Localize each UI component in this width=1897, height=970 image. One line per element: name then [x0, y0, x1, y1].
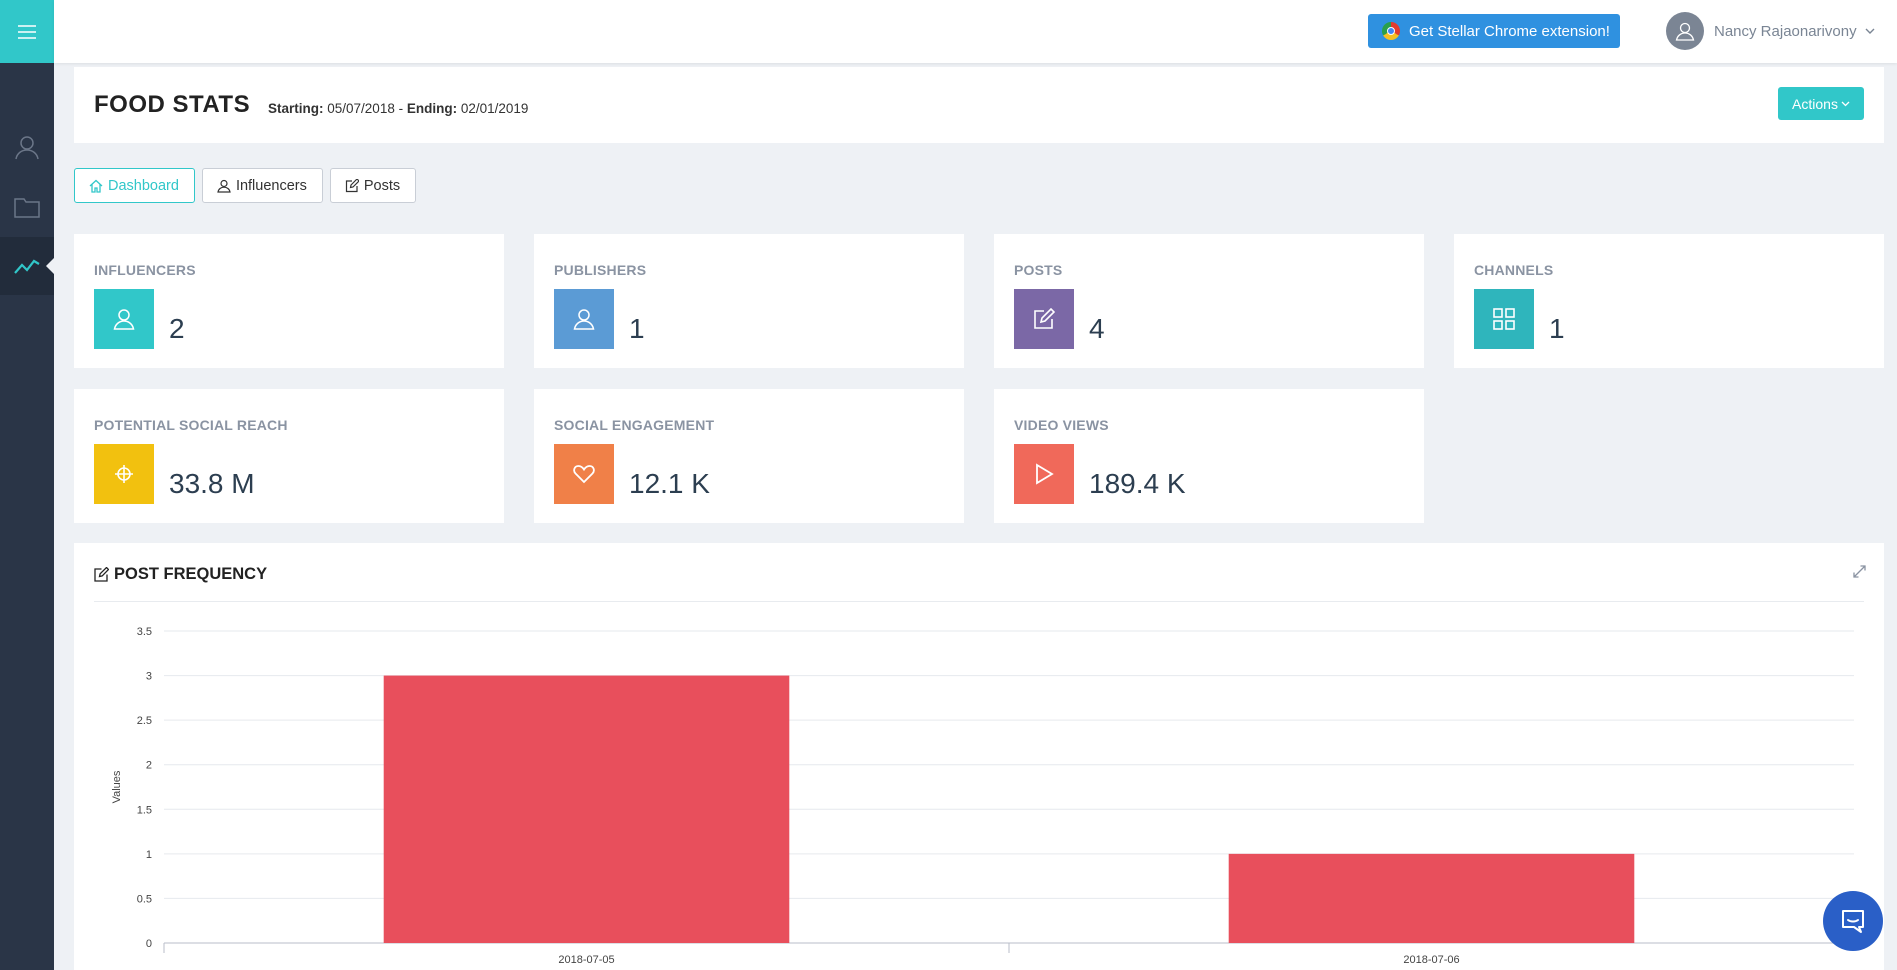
stat-icon-box: [1014, 444, 1074, 504]
bar: [1228, 853, 1635, 943]
tab-dashboard-label: Dashboard: [108, 177, 179, 194]
y-axis-label: Values: [111, 770, 123, 803]
user-icon: [217, 179, 231, 193]
ending-label: Ending:: [406, 101, 458, 116]
y-tick-label: 2: [146, 760, 152, 772]
date-separator: -: [394, 101, 407, 116]
stat-card-video-views: VIDEO VIEWS 189.4 K: [994, 389, 1424, 523]
trend-line-icon: [14, 259, 40, 274]
x-tick-label: 2018-07-06: [1403, 954, 1459, 966]
stat-label: POTENTIAL SOCIAL REACH: [94, 417, 288, 433]
y-tick-label: 0: [146, 938, 152, 950]
chevron-down-icon: [1865, 28, 1875, 34]
page-header: FOOD STATS Starting: 05/07/2018 - Ending…: [74, 67, 1884, 143]
stat-card-posts: POSTS 4: [994, 234, 1424, 368]
stat-icon-box: [554, 444, 614, 504]
starting-date: 05/07/2018: [327, 101, 395, 116]
y-tick-label: 2.5: [137, 715, 152, 727]
user-icon: [573, 309, 595, 330]
get-extension-button[interactable]: Get Stellar Chrome extension!: [1368, 14, 1620, 48]
stat-card-channels: CHANNELS 1: [1454, 234, 1884, 368]
y-tick-label: 1: [146, 849, 152, 861]
actions-label: Actions: [1792, 95, 1838, 112]
edit-icon: [1034, 308, 1055, 329]
stat-value: 1: [629, 313, 645, 344]
bar: [383, 675, 790, 943]
stat-icon-box: [94, 444, 154, 504]
stat-label: CHANNELS: [1474, 262, 1554, 278]
stat-icon-box: [94, 289, 154, 349]
play-icon: [1036, 463, 1054, 485]
tab-influencers[interactable]: Influencers: [201, 168, 323, 203]
chat-launcher-button[interactable]: [1823, 891, 1883, 951]
page-title: FOOD STATS: [94, 91, 251, 118]
sidebar-item-influencers[interactable]: [0, 117, 54, 177]
user-icon: [1675, 22, 1695, 41]
expand-icon[interactable]: [1853, 565, 1866, 578]
stat-card-social-engagement: SOCIAL ENGAGEMENT 12.1 K: [534, 389, 964, 523]
tab-dashboard[interactable]: Dashboard: [74, 168, 195, 203]
y-tick-label: 3.5: [137, 626, 152, 638]
actions-button[interactable]: Actions: [1778, 87, 1864, 120]
user-icon: [15, 136, 39, 160]
sidebar: [0, 0, 54, 970]
chat-icon: [1842, 910, 1864, 933]
user-name: Nancy Rajaonarivony: [1714, 22, 1857, 40]
heart-icon: [573, 465, 595, 484]
user-menu[interactable]: Nancy Rajaonarivony: [1666, 12, 1875, 50]
get-extension-label: Get Stellar Chrome extension!: [1409, 22, 1610, 40]
hamburger-icon: [18, 24, 36, 39]
stat-label: SOCIAL ENGAGEMENT: [554, 417, 715, 433]
post-frequency-chart: 0 0.5 1 1.5 2 2.5 3 3.5 Values 2018-07-05 2018-07-…: [111, 626, 1854, 966]
stat-value: 1: [1549, 313, 1565, 344]
sidebar-item-stats[interactable]: [0, 237, 54, 295]
stat-card-influencers: INFLUENCERS 2: [74, 234, 504, 368]
menu-toggle-button[interactable]: [0, 0, 54, 63]
edit-icon: [345, 178, 359, 192]
stat-card-potential-social-reach: POTENTIAL SOCIAL REACH 33.8 M: [74, 389, 504, 523]
crosshair-icon: [115, 465, 133, 483]
stat-value: 33.8 M: [169, 468, 255, 499]
stat-label: PUBLISHERS: [554, 262, 647, 278]
stat-value: 12.1 K: [629, 468, 710, 499]
home-icon: [89, 179, 103, 193]
tab-influencers-label: Influencers: [235, 177, 307, 194]
grid-icon: [1493, 308, 1515, 330]
sidebar-item-folders[interactable]: [0, 177, 54, 237]
panel-title-label: POST FREQUENCY: [114, 565, 268, 583]
y-tick-label: 0.5: [137, 893, 152, 905]
y-tick-label: 3: [146, 671, 152, 683]
tab-posts-label: Posts: [363, 177, 401, 194]
starting-label: Starting:: [268, 101, 324, 116]
panel-divider: [94, 601, 1864, 602]
user-icon: [113, 309, 135, 330]
stat-icon-box: [554, 289, 614, 349]
stat-icon-box: [1014, 289, 1074, 349]
topbar: Get Stellar Chrome extension! Nancy Raja…: [54, 0, 1897, 63]
avatar: [1666, 12, 1704, 50]
edit-icon: [94, 567, 109, 582]
tab-posts[interactable]: Posts: [329, 168, 417, 203]
y-tick-label: 1.5: [137, 804, 152, 816]
chevron-down-icon: [1841, 101, 1850, 106]
stat-icon-box: [1474, 289, 1534, 349]
panel-title: POST FREQUENCY: [94, 565, 267, 584]
ending-date: 02/01/2019: [460, 101, 529, 116]
stat-value: 4: [1089, 313, 1105, 344]
chrome-icon: [1382, 22, 1400, 40]
stat-label: INFLUENCERS: [94, 262, 196, 278]
stat-value: 189.4 K: [1089, 468, 1186, 499]
stat-card-publishers: PUBLISHERS 1: [534, 234, 964, 368]
stat-label: POSTS: [1014, 262, 1063, 278]
stat-label: VIDEO VIEWS: [1014, 417, 1109, 433]
post-frequency-panel: POST FREQUENCY 0 0.5 1 1.5 2 2.5 3 3.5 Values 201…: [74, 543, 1884, 970]
folder-icon: [14, 198, 40, 218]
x-tick-label: 2018-07-05: [558, 954, 614, 966]
tab-bar: Dashboard Influencers Posts: [74, 168, 417, 203]
date-range: Starting: 05/07/2018 - Ending: 02/01/201…: [268, 101, 528, 116]
stat-value: 2: [169, 313, 185, 344]
